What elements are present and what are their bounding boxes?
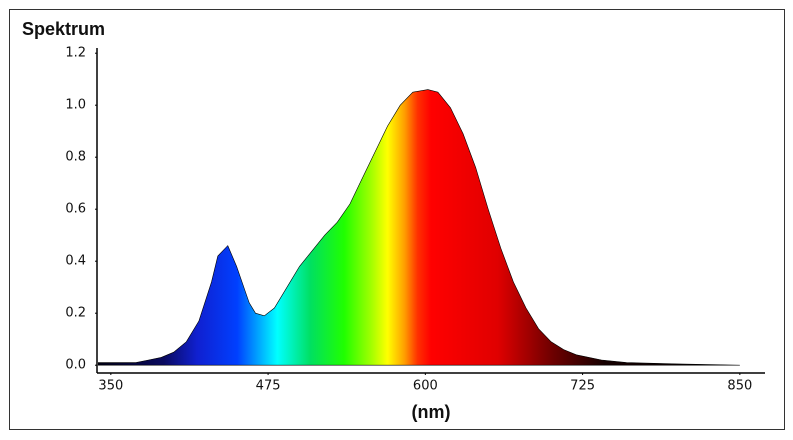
x-axis-label: (nm)	[412, 402, 451, 422]
x-tick-label: 475	[256, 379, 281, 394]
frame	[9, 9, 785, 430]
spectrum-area	[97, 89, 740, 366]
y-tick-label: 0.6	[65, 202, 86, 217]
x-tick-label: 600	[413, 379, 438, 394]
y-tick-label: 0.8	[65, 150, 86, 165]
x-tick-label: 725	[570, 379, 595, 394]
x-tick-label: 350	[98, 379, 123, 394]
y-tick-label: 0.0	[65, 358, 86, 373]
y-tick-label: 0.2	[65, 306, 86, 321]
y-tick-label: 1.0	[65, 98, 86, 113]
x-tick-label: 850	[727, 379, 752, 394]
y-tick-label: 1.2	[65, 46, 86, 61]
chart-title: Spektrum	[22, 19, 105, 39]
y-tick-label: 0.4	[65, 254, 86, 269]
